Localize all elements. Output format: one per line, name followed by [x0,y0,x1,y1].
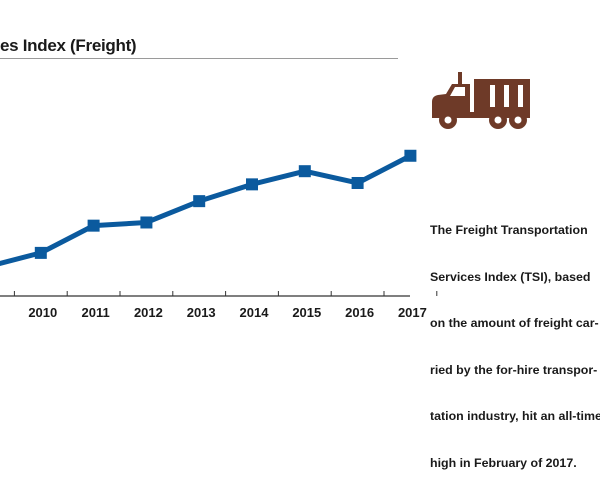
description-text: The Freight Transportation Services Inde… [430,192,600,487]
line-chart: 2010 2011 2012 2013 2014 2015 2016 2017 [0,149,438,320]
data-point [351,176,364,189]
description-line: on the amount of freight car- [430,316,599,330]
data-point [34,246,47,259]
description-line: tation industry, hit an all-time [430,409,600,423]
x-tick-label: 2010 [28,305,57,320]
x-tick-label: 2014 [240,305,270,320]
data-point [87,219,100,232]
description-line: high in February of 2017. [430,455,577,470]
x-tick-label: 2016 [345,305,374,320]
truck-icon [432,72,530,129]
description-line: The Freight Transportation [430,223,588,237]
x-tick-label: 2011 [81,305,109,320]
x-tick-label: 2017 [398,305,427,320]
data-point [298,165,311,178]
data-point [140,216,153,229]
x-tick-label: 2015 [292,305,321,320]
chart-title: es Index (Freight) [0,36,137,55]
description-line: ried by the for-hire transpor- [430,362,598,377]
data-point [246,178,258,191]
title-rule [0,58,398,59]
x-tick-label: 2013 [187,305,216,320]
series-line [0,153,413,266]
x-tick-label: 2012 [134,305,163,320]
description-line: Services Index (TSI), based [430,269,591,284]
data-point [404,149,417,162]
data-point [193,195,206,208]
